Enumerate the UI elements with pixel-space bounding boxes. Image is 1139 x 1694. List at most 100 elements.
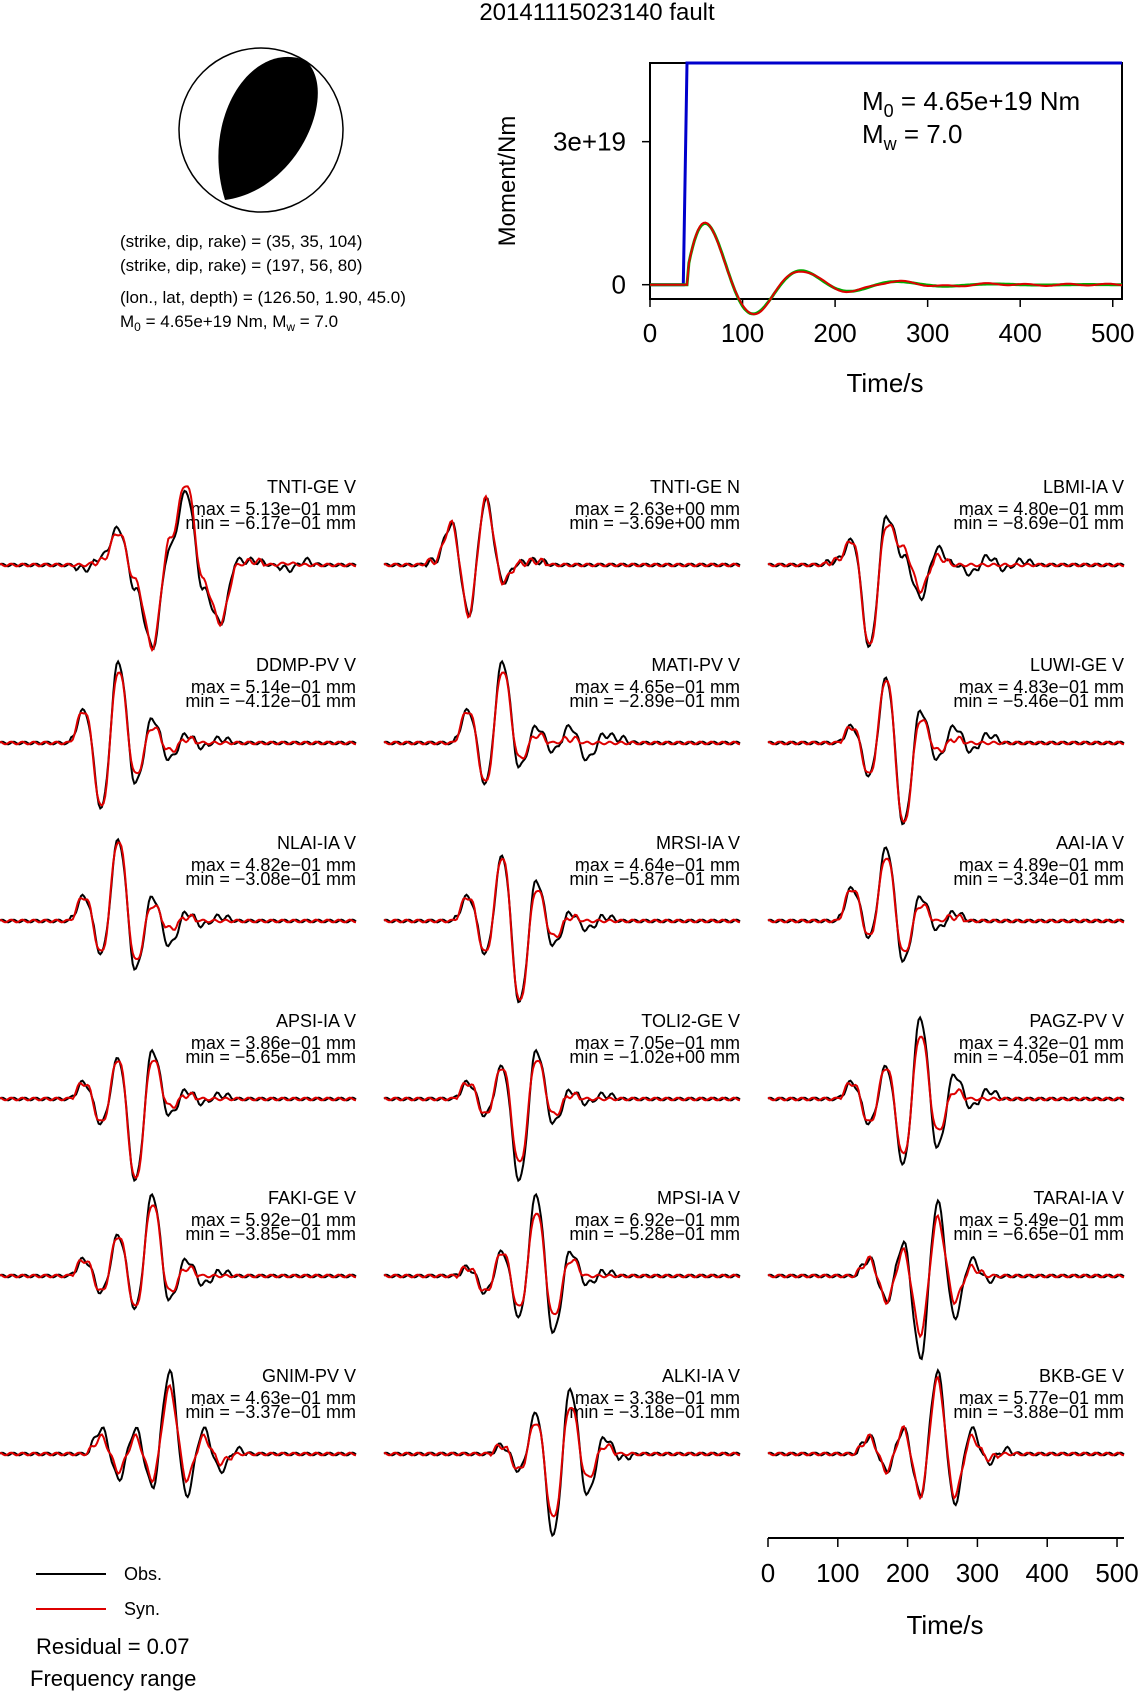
waveform-syn: [383, 1406, 741, 1518]
focal-line-4: M0 = 4.65e+19 Nm, Mw = 7.0: [120, 312, 338, 334]
station-min: min = −2.89e−01 mm: [569, 691, 740, 711]
moment-xtick-label: 200: [813, 318, 856, 348]
waveform-xtick-label: 0: [761, 1558, 775, 1588]
station-min: min = −3.18e−01 mm: [569, 1402, 740, 1422]
station-min: min = −3.88e−01 mm: [953, 1402, 1124, 1422]
waveform-syn: [767, 523, 1125, 646]
station-name: MPSI-IA V: [657, 1188, 740, 1208]
moment-xtick-label: 100: [721, 318, 764, 348]
legend: Obs. Syn. Residual = 0.07 Frequency rang…: [30, 1564, 196, 1691]
station-max: max = 4.64e−01 mm: [575, 855, 740, 875]
station-min: min = −5.87e−01 mm: [569, 869, 740, 889]
station-min: min = −4.05e−01 mm: [953, 1047, 1124, 1067]
waveform-syn: [767, 1213, 1125, 1339]
waveform-obs: [383, 1048, 741, 1183]
station-max: max = 3.86e−01 mm: [191, 1033, 356, 1053]
station-min: min = −3.08e−01 mm: [185, 869, 356, 889]
moment-xtick-label: 300: [906, 318, 949, 348]
moment-xlabel: Time/s: [846, 368, 923, 398]
waveform-syn: [383, 494, 741, 619]
m0-annotation: M0 = 4.65e+19 Nm: [862, 86, 1080, 121]
station-min: min = −5.46e−01 mm: [953, 691, 1124, 711]
station-name: LBMI-IA V: [1043, 477, 1124, 497]
waveform-obs: [0, 659, 357, 811]
station-max: max = 4.89e−01 mm: [959, 855, 1124, 875]
mw-annotation: Mw = 7.0: [862, 119, 962, 154]
waveform-syn: [383, 857, 741, 1002]
station-name: TOLI2-GE V: [641, 1011, 740, 1031]
station-max: max = 4.80e−01 mm: [959, 499, 1124, 519]
moment-ytick-label: 0: [612, 270, 626, 300]
moment-ytick-label: 3e+19: [553, 127, 626, 157]
waveform-syn: [383, 1212, 741, 1316]
station-max: max = 4.63e−01 mm: [191, 1388, 356, 1408]
station-min: min = −1.02e+00 mm: [569, 1047, 740, 1067]
station-min: min = −3.34e−01 mm: [953, 869, 1124, 889]
waveform-xtick-label: 500: [1095, 1558, 1138, 1588]
station-max: max = 2.63e+00 mm: [575, 499, 740, 519]
waveform-xlabel: Time/s: [906, 1610, 983, 1640]
station-name: GNIM-PV V: [262, 1366, 356, 1386]
legend-syn-label: Syn.: [124, 1599, 160, 1619]
station-name: LUWI-GE V: [1030, 655, 1124, 675]
station-min: min = −3.69e+00 mm: [569, 513, 740, 533]
waveform-syn: [0, 1204, 357, 1307]
station-max: max = 4.83e−01 mm: [959, 677, 1124, 697]
waveform-syn: [767, 1035, 1125, 1155]
moment-xtick-label: 400: [999, 318, 1042, 348]
waveform-syn: [0, 1383, 357, 1484]
waveform-syn: [0, 671, 357, 807]
station-min: min = −3.37e−01 mm: [185, 1402, 356, 1422]
station-name: TNTI-GE N: [650, 477, 740, 497]
waveform-obs: [383, 496, 741, 618]
waveform-xtick-label: 100: [816, 1558, 859, 1588]
waveform-syn: [383, 1059, 741, 1163]
waveform-obs: [383, 854, 741, 1004]
station-max: max = 5.92e−01 mm: [191, 1210, 356, 1230]
waveform-syn: [0, 841, 357, 961]
waveform-time-axis: 0 100 200 300 400 500: [761, 1537, 1139, 1588]
waveform-syn: [0, 485, 357, 653]
station-max: max = 5.13e−01 mm: [191, 499, 356, 519]
legend-obs-label: Obs.: [124, 1564, 162, 1584]
station-min: min = −6.17e−01 mm: [185, 513, 356, 533]
waveform-syn: [767, 857, 1125, 953]
station-name: BKB-GE V: [1039, 1366, 1124, 1386]
frequency-range-text: Frequency range: [30, 1666, 196, 1691]
waveform-syn: [767, 679, 1125, 824]
station-max: max = 4.82e−01 mm: [191, 855, 356, 875]
waveform-xtick-label: 400: [1026, 1558, 1069, 1588]
station-max: max = 4.32e−01 mm: [959, 1033, 1124, 1053]
waveform-obs: [383, 1192, 741, 1335]
station-min: min = −4.12e−01 mm: [185, 691, 356, 711]
figure-title: 20141115023140 fault: [479, 0, 715, 26]
station-min: min = −3.85e−01 mm: [185, 1224, 356, 1244]
station-name: MRSI-IA V: [656, 833, 740, 853]
waveform-syn: [0, 1059, 357, 1180]
focal-line-1: (strike, dip, rake) = (35, 35, 104): [120, 232, 362, 251]
moment-ylabel: Moment/Nm: [494, 116, 521, 247]
focal-line-2: (strike, dip, rake) = (197, 56, 80): [120, 256, 362, 275]
waveform-xtick-label: 300: [956, 1558, 999, 1588]
moment-rate-green: [650, 221, 1122, 316]
waveform-syn: [767, 1375, 1125, 1501]
waveform-obs: [0, 1048, 357, 1183]
station-min: min = −5.65e−01 mm: [185, 1047, 356, 1067]
station-min: min = −8.69e−01 mm: [953, 513, 1124, 533]
station-name: DDMP-PV V: [256, 655, 356, 675]
station-min: min = −6.65e−01 mm: [953, 1224, 1124, 1244]
waveform-xtick-label: 200: [886, 1558, 929, 1588]
station-name: APSI-IA V: [276, 1011, 356, 1031]
station-name: AAI-IA V: [1056, 833, 1124, 853]
station-max: max = 5.77e−01 mm: [959, 1388, 1124, 1408]
focal-mechanism-beachball: [178, 47, 344, 213]
station-name: PAGZ-PV V: [1029, 1011, 1124, 1031]
station-name: FAKI-GE V: [268, 1188, 356, 1208]
focal-line-3: (lon., lat, depth) = (126.50, 1.90, 45.0…: [120, 288, 406, 307]
station-max: max = 4.65e−01 mm: [575, 677, 740, 697]
station-name: NLAI-IA V: [277, 833, 356, 853]
waveform-obs: [767, 514, 1125, 649]
